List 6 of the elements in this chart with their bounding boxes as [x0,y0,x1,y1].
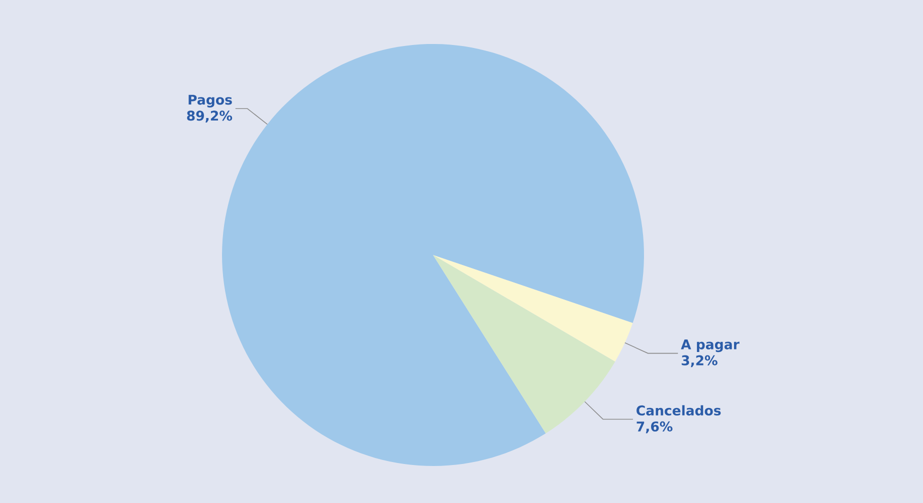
data-label: 89,2% [187,110,232,122]
slice-label: Pagos [188,94,232,108]
slice-label: Cancelados [636,405,721,416]
data-label: 7,6% [636,421,672,434]
slice-label: A pagar [680,339,740,352]
data-label: 3,2% [682,355,718,368]
